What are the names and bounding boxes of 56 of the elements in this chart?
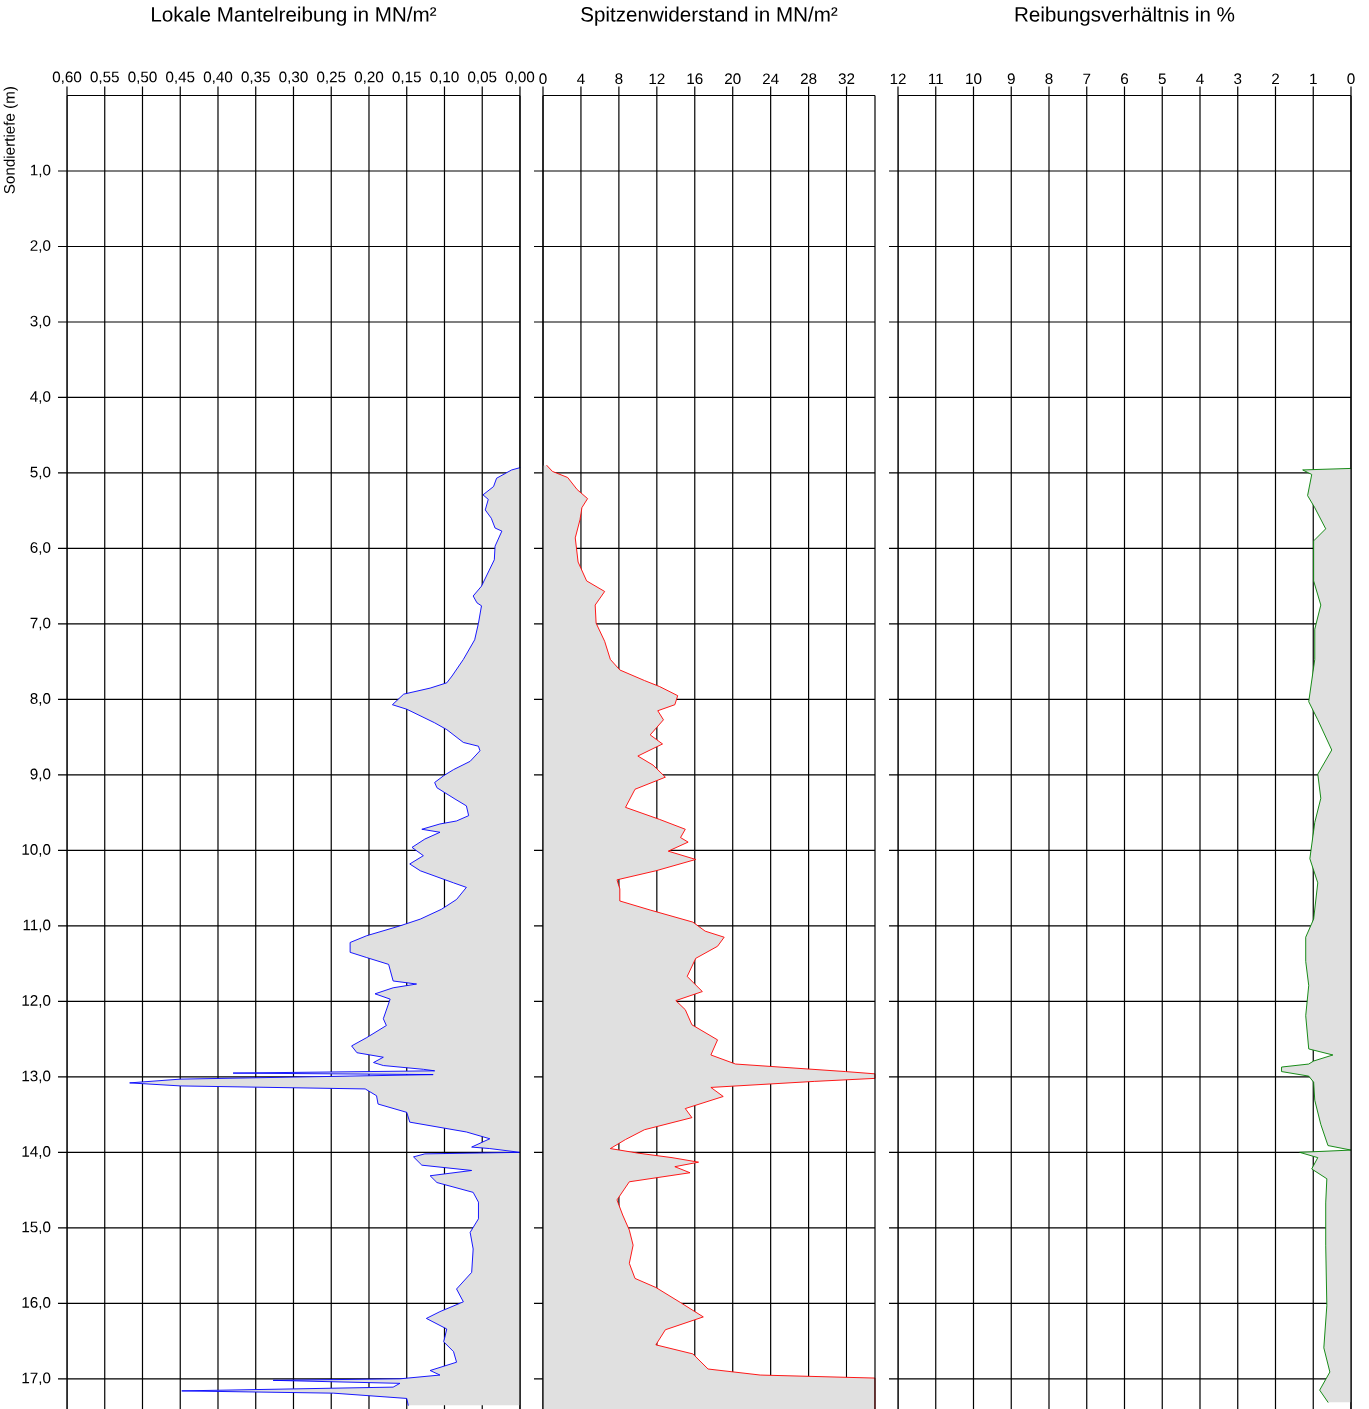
y-tick-label: 2,0 xyxy=(30,240,51,253)
x-tick-label: 0,30 xyxy=(279,71,308,85)
y-tick-label: 14,0 xyxy=(22,1146,51,1159)
x-tick-label: 24 xyxy=(762,73,779,85)
y-tick-label: 3,0 xyxy=(30,315,51,329)
x-tick-label: 0 xyxy=(539,73,547,85)
x-tick-label: 0,15 xyxy=(392,71,421,85)
y-axis-title: Sondiertiefe (m) xyxy=(3,87,18,194)
x-tick-label: 20 xyxy=(725,73,741,85)
x-tick-label: 8 xyxy=(1045,73,1053,85)
x-tick-label: 0 xyxy=(1347,73,1355,85)
y-tick-label: 17,0 xyxy=(22,1372,51,1386)
x-tick-label: 0,05 xyxy=(468,71,497,85)
x-tick-label: 11 xyxy=(929,73,943,85)
x-tick-label: 0,20 xyxy=(354,71,384,85)
x-tick-label: 1 xyxy=(1310,73,1317,85)
x-tick-label: 32 xyxy=(838,73,855,85)
y-tick-label: 4,0 xyxy=(30,391,51,404)
y-tick-label: 13,0 xyxy=(22,1070,51,1084)
chart-title: Lokale Mantelreibung in MN/m² xyxy=(152,6,437,26)
x-tick-label: 0,50 xyxy=(128,71,157,85)
x-tick-label: 10 xyxy=(966,73,982,85)
y-tick-label: 10,0 xyxy=(22,844,51,857)
x-tick-label: 4 xyxy=(1196,73,1204,85)
y-tick-label: 9,0 xyxy=(30,768,51,782)
x-tick-label: 28 xyxy=(800,73,817,85)
x-tick-label: 0,60 xyxy=(52,71,82,85)
x-tick-label: 2 xyxy=(1272,73,1279,85)
x-tick-label: 16 xyxy=(687,73,703,85)
x-tick-label: 12 xyxy=(649,73,665,85)
x-tick-label: 7 xyxy=(1083,73,1091,85)
x-tick-label: 4 xyxy=(577,73,585,85)
x-tick-label: 0,25 xyxy=(317,71,346,85)
chart-title: Spitzenwiderstand in MN/m² xyxy=(581,6,838,26)
x-tick-label: 0,10 xyxy=(430,71,459,85)
y-tick-label: 15,0 xyxy=(22,1221,51,1235)
y-tick-label: 7,0 xyxy=(30,617,51,631)
y-tick-label: 1,0 xyxy=(30,164,51,178)
chart-title: Reibungsverhältnis in % xyxy=(1015,6,1235,26)
x-tick-label: 0,40 xyxy=(203,71,233,85)
x-tick-label: 12 xyxy=(890,73,906,85)
x-tick-label: 0,55 xyxy=(90,71,119,85)
y-tick-label: 16,0 xyxy=(22,1297,51,1310)
x-tick-label: 0,00 xyxy=(505,71,535,85)
x-tick-label: 3 xyxy=(1234,73,1242,85)
x-tick-label: 9 xyxy=(1007,73,1015,85)
x-tick-label: 5 xyxy=(1158,73,1166,85)
y-tick-label: 12,0 xyxy=(22,995,51,1008)
x-tick-label: 6 xyxy=(1121,73,1129,85)
y-tick-label: 11,0 xyxy=(23,919,51,933)
x-tick-label: 0,45 xyxy=(166,71,195,85)
y-tick-label: 8,0 xyxy=(30,693,51,706)
y-tick-label: 5,0 xyxy=(30,466,51,480)
x-tick-label: 8 xyxy=(615,73,623,85)
x-tick-label: 0,35 xyxy=(241,71,270,85)
y-tick-label: 6,0 xyxy=(30,542,51,555)
